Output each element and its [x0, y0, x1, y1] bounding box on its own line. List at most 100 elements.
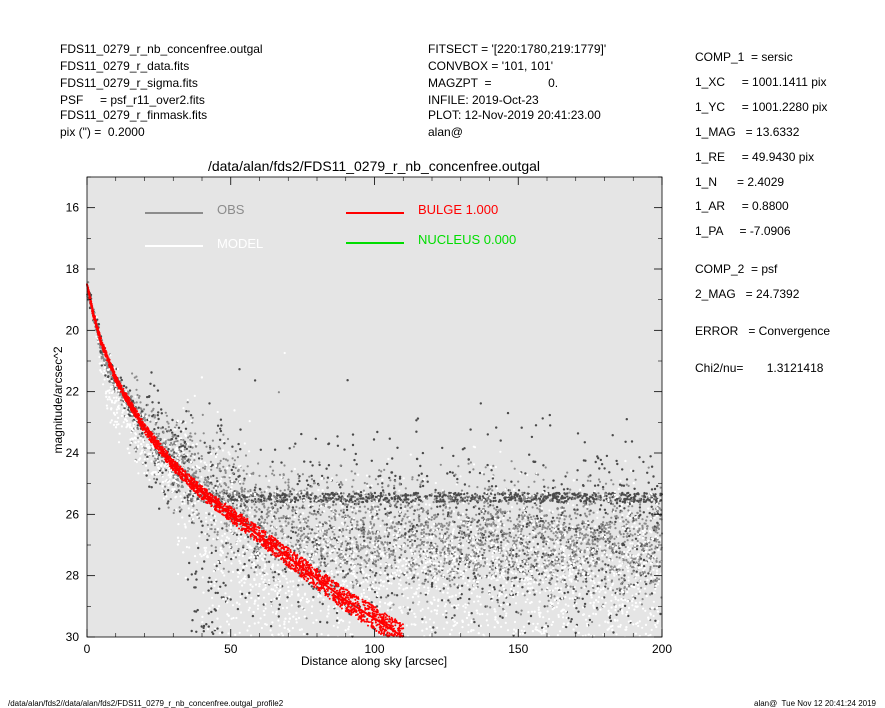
obs-point — [137, 427, 140, 431]
obs-point — [542, 535, 545, 539]
obs-point — [426, 541, 430, 544]
obs-point — [218, 467, 221, 470]
obs-point-dark — [557, 527, 560, 531]
obs-point — [149, 420, 152, 423]
obs-point — [352, 586, 355, 589]
obs-point-dark — [391, 457, 394, 460]
obs-point-dark — [493, 588, 496, 591]
obs-point — [415, 563, 418, 566]
obs-point — [369, 584, 372, 587]
obs-point — [569, 558, 573, 561]
obs-point — [546, 565, 549, 568]
obs-point — [189, 432, 192, 435]
obs-point — [618, 587, 621, 590]
obs-point-dark — [608, 492, 611, 495]
obs-point-dark — [163, 493, 167, 496]
obs-point — [232, 524, 235, 527]
obs-point — [192, 473, 195, 476]
obs-point — [552, 542, 556, 545]
obs-point — [468, 485, 471, 488]
obs-point — [615, 556, 618, 559]
obs-point — [377, 555, 380, 558]
obs-point-dark — [369, 486, 372, 489]
obs-point — [364, 565, 367, 568]
obs-point — [208, 512, 211, 515]
obs-point-dark — [399, 506, 403, 510]
obs-point — [646, 524, 649, 528]
obs-point — [344, 574, 347, 578]
obs-point — [342, 492, 345, 495]
obs-point — [232, 463, 235, 466]
obs-point-dark — [367, 493, 370, 496]
obs-point — [361, 532, 364, 535]
obs-point — [351, 511, 354, 514]
obs-point — [282, 473, 285, 476]
obs-point-dark — [551, 494, 555, 498]
obs-point — [601, 529, 604, 532]
obs-point — [341, 483, 344, 486]
obs-point — [551, 522, 554, 525]
obs-point-dark — [404, 494, 408, 498]
obs-point — [225, 523, 228, 526]
obs-point — [456, 572, 459, 575]
obs-point-dark — [161, 471, 164, 474]
obs-point-dark — [648, 511, 651, 515]
obs-point — [441, 509, 445, 512]
obs-point — [219, 447, 222, 450]
obs-point — [345, 544, 349, 547]
obs-point-dark — [321, 602, 324, 606]
obs-point-dark — [500, 541, 503, 544]
obs-point — [155, 452, 158, 455]
obs-point — [544, 519, 547, 523]
obs-point-dark — [392, 577, 396, 580]
obs-point-dark — [577, 610, 580, 613]
obs-point-dark — [237, 442, 240, 446]
obs-point-dark — [630, 440, 634, 443]
obs-point-dark — [525, 525, 528, 528]
obs-point — [495, 535, 498, 538]
obs-point — [380, 470, 383, 473]
obs-point-dark — [276, 500, 279, 503]
obs-point-dark — [642, 511, 645, 514]
obs-point — [439, 554, 442, 557]
obs-point — [139, 401, 142, 404]
plot-area — [87, 177, 662, 637]
obs-point — [267, 506, 270, 509]
obs-point — [413, 563, 416, 566]
obs-point — [445, 561, 448, 564]
obs-point-dark — [157, 411, 160, 414]
obs-point-dark — [506, 411, 510, 415]
obs-point-dark — [296, 482, 299, 486]
obs-point — [233, 531, 236, 535]
obs-point-dark — [309, 460, 312, 464]
obs-point-dark — [493, 496, 497, 499]
obs-point — [582, 525, 586, 528]
obs-point-dark — [191, 619, 194, 622]
param-line: 1_XC = 1001.1411 pix — [695, 75, 827, 89]
obs-point — [443, 524, 446, 527]
obs-point-dark — [509, 493, 512, 496]
obs-point — [395, 539, 398, 542]
obs-point-dark — [587, 590, 590, 593]
obs-point-dark — [202, 630, 205, 633]
obs-point — [382, 494, 385, 497]
obs-point — [222, 567, 225, 570]
obs-point — [242, 469, 245, 472]
obs-point-dark — [396, 497, 399, 500]
param-line: 1_YC = 1001.2280 pix — [695, 100, 828, 114]
obs-point — [583, 501, 586, 504]
obs-point — [435, 515, 438, 518]
obs-point-dark — [608, 540, 611, 543]
obs-point-dark — [321, 492, 324, 495]
obs-point-dark — [210, 587, 213, 590]
obs-point — [131, 415, 134, 418]
obs-point-dark — [293, 500, 297, 504]
obs-point — [409, 506, 412, 509]
obs-point-dark — [413, 509, 416, 512]
obs-point — [540, 509, 543, 512]
obs-point-dark — [621, 468, 624, 471]
obs-point-dark — [346, 560, 349, 563]
obs-point — [649, 593, 652, 596]
obs-point — [568, 522, 571, 526]
obs-point — [301, 539, 304, 542]
